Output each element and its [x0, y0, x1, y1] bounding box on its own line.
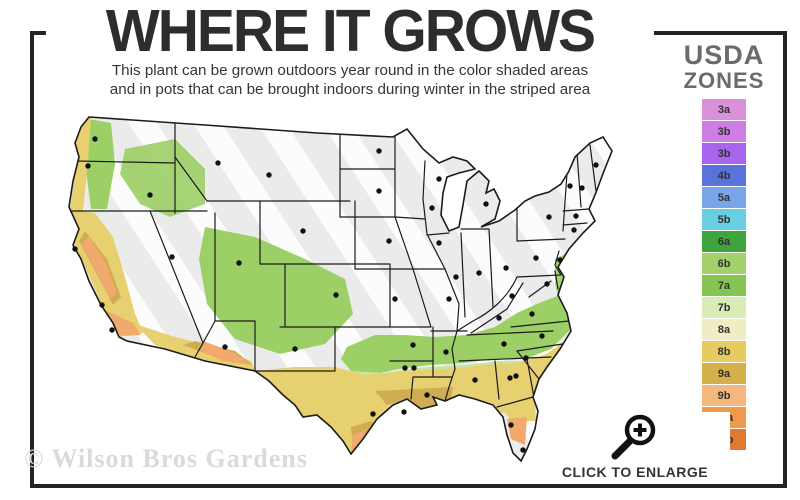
zone-swatch-5: 5b [702, 209, 746, 230]
subtitle-line-2: and in pots that can be brought indoors … [109, 81, 591, 99]
page-title: WHERE IT GROWS [105, 0, 596, 65]
zone-swatch-11: 8b [702, 341, 746, 362]
zone-swatch-3: 4b [702, 165, 746, 186]
zone-swatch-0: 3a [702, 99, 746, 120]
zone-swatch-2: 3b [702, 143, 746, 164]
zone-swatch-13: 9b [702, 385, 746, 406]
usda-zones-legend: USDA ZONES 3a3b3b4b5a5b6a6b7a7b8a8b9a9b1… [668, 42, 780, 451]
us-zone-map[interactable] [55, 108, 640, 468]
zone-swatch-6: 6a [702, 231, 746, 252]
zone-swatch-7: 6b [702, 253, 746, 274]
zone-swatch-10: 8a [702, 319, 746, 340]
usda-zone-list: 3a3b3b4b5a5b6a6b7a7b8a8b9a9b10a10b [668, 99, 780, 451]
zone-swatch-8: 7a [702, 275, 746, 296]
magnifier-plus-icon [611, 414, 656, 460]
enlarge-button[interactable]: CLICK TO ENLARGE [540, 412, 730, 484]
legend-title-zones: ZONES [683, 68, 765, 93]
state-borders [69, 120, 597, 408]
watermark: © Wilson Bros Gardens [24, 444, 308, 473]
zone-swatch-1: 3b [702, 121, 746, 142]
zone-swatch-12: 9a [702, 363, 746, 384]
subtitle: This plant can be grown outdoors year ro… [46, 61, 654, 99]
zone-swatch-4: 5a [702, 187, 746, 208]
city-dots [72, 136, 599, 453]
enlarge-label: CLICK TO ENLARGE [561, 464, 709, 480]
title-block: WHERE IT GROWS This plant can be grown o… [46, 0, 654, 104]
legend-title: USDA ZONES [668, 42, 780, 92]
zone-swatch-9: 7b [702, 297, 746, 318]
subtitle-line-1: This plant can be grown outdoors year ro… [111, 62, 589, 80]
legend-title-usda: USDA [683, 40, 765, 70]
